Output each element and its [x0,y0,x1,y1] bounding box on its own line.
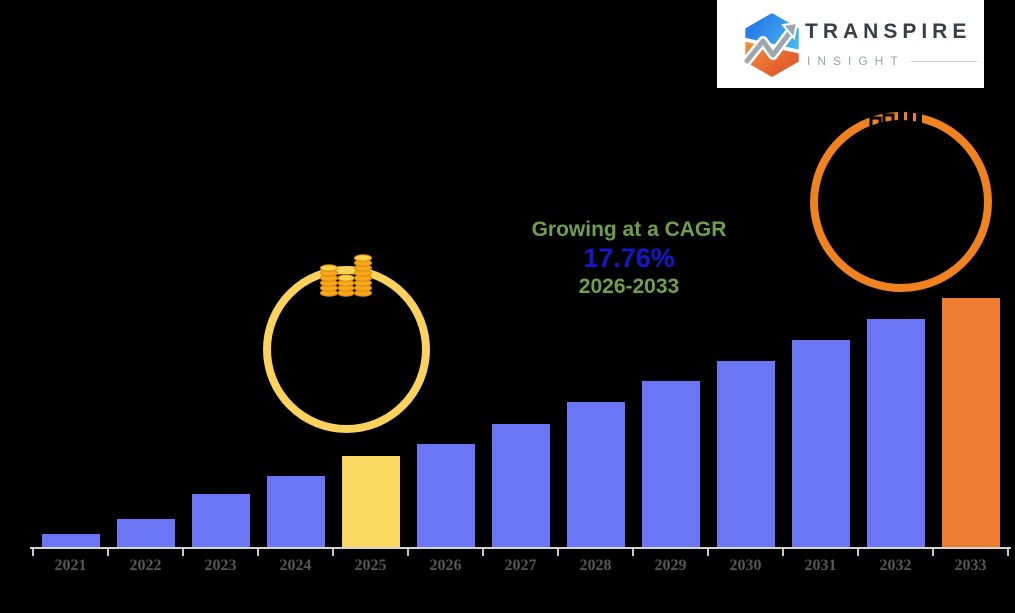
cagr-annotation: Growing at a CAGR 17.76% 2026-2033 [500,218,758,298]
bar-2031 [791,340,850,548]
x-axis-tick [407,549,409,556]
x-axis-tick [632,549,634,556]
x-axis-tick [932,549,934,556]
x-axis-label-2024: 2024 [279,557,312,574]
x-axis-tick [182,549,184,556]
x-axis-label-2023: 2023 [204,557,237,574]
money-circle [263,266,430,433]
bar-2023 [191,494,250,548]
bar-2025 [341,456,400,548]
x-axis-tick [482,549,484,556]
cagr-value: 17.76% [583,243,675,273]
x-axis-tick [707,549,709,556]
logo-brand-text: TRANSPIRE [805,20,972,43]
bar-2033 [941,298,1000,548]
logo-underline [910,61,977,63]
x-axis-tick [857,549,859,556]
x-axis-label-2033: 2033 [954,557,987,574]
bar-2029 [641,381,700,548]
x-axis-tick [257,549,259,556]
x-axis-label-2028: 2028 [579,557,612,574]
cagr-period: 2026-2033 [578,275,680,298]
x-axis-label-2021: 2021 [54,557,87,574]
x-axis-label-2027: 2027 [504,557,537,574]
x-axis-line [30,547,1011,549]
x-axis-label-2030: 2030 [729,557,762,574]
bar-2030 [716,361,775,548]
x-axis-label-2025: 2025 [354,557,387,574]
x-axis-tick [1007,549,1009,556]
x-axis-tick [782,549,784,556]
bar-2032 [866,319,925,548]
x-axis-tick [32,549,34,556]
x-axis-tick [107,549,109,556]
bar-2021 [41,534,100,548]
x-axis-label-2022: 2022 [129,557,162,574]
plot-area [33,288,1008,548]
bar-2028 [566,402,625,548]
x-axis-label-2029: 2029 [654,557,687,574]
x-axis-label-2031: 2031 [804,557,837,574]
coin-stacks-icon [320,254,372,297]
bar-2026 [416,444,475,548]
logo-arrow-icon [742,21,799,66]
x-axis-label-2032: 2032 [879,557,912,574]
x-axis-label-2026: 2026 [429,557,462,574]
growth-circle [810,112,992,292]
logo-mark-icon [742,13,801,77]
bar-2024 [266,476,325,548]
x-axis-tick [557,549,559,556]
logo: TRANSPIRE INSIGHT [717,0,984,88]
logo-subbrand-text: INSIGHT [807,54,905,68]
cagr-heading: Growing at a CAGR [531,218,727,241]
bar-2027 [491,424,550,548]
x-axis-tick [332,549,334,556]
bar-2022 [116,519,175,548]
growth-bars-icon [869,104,922,136]
